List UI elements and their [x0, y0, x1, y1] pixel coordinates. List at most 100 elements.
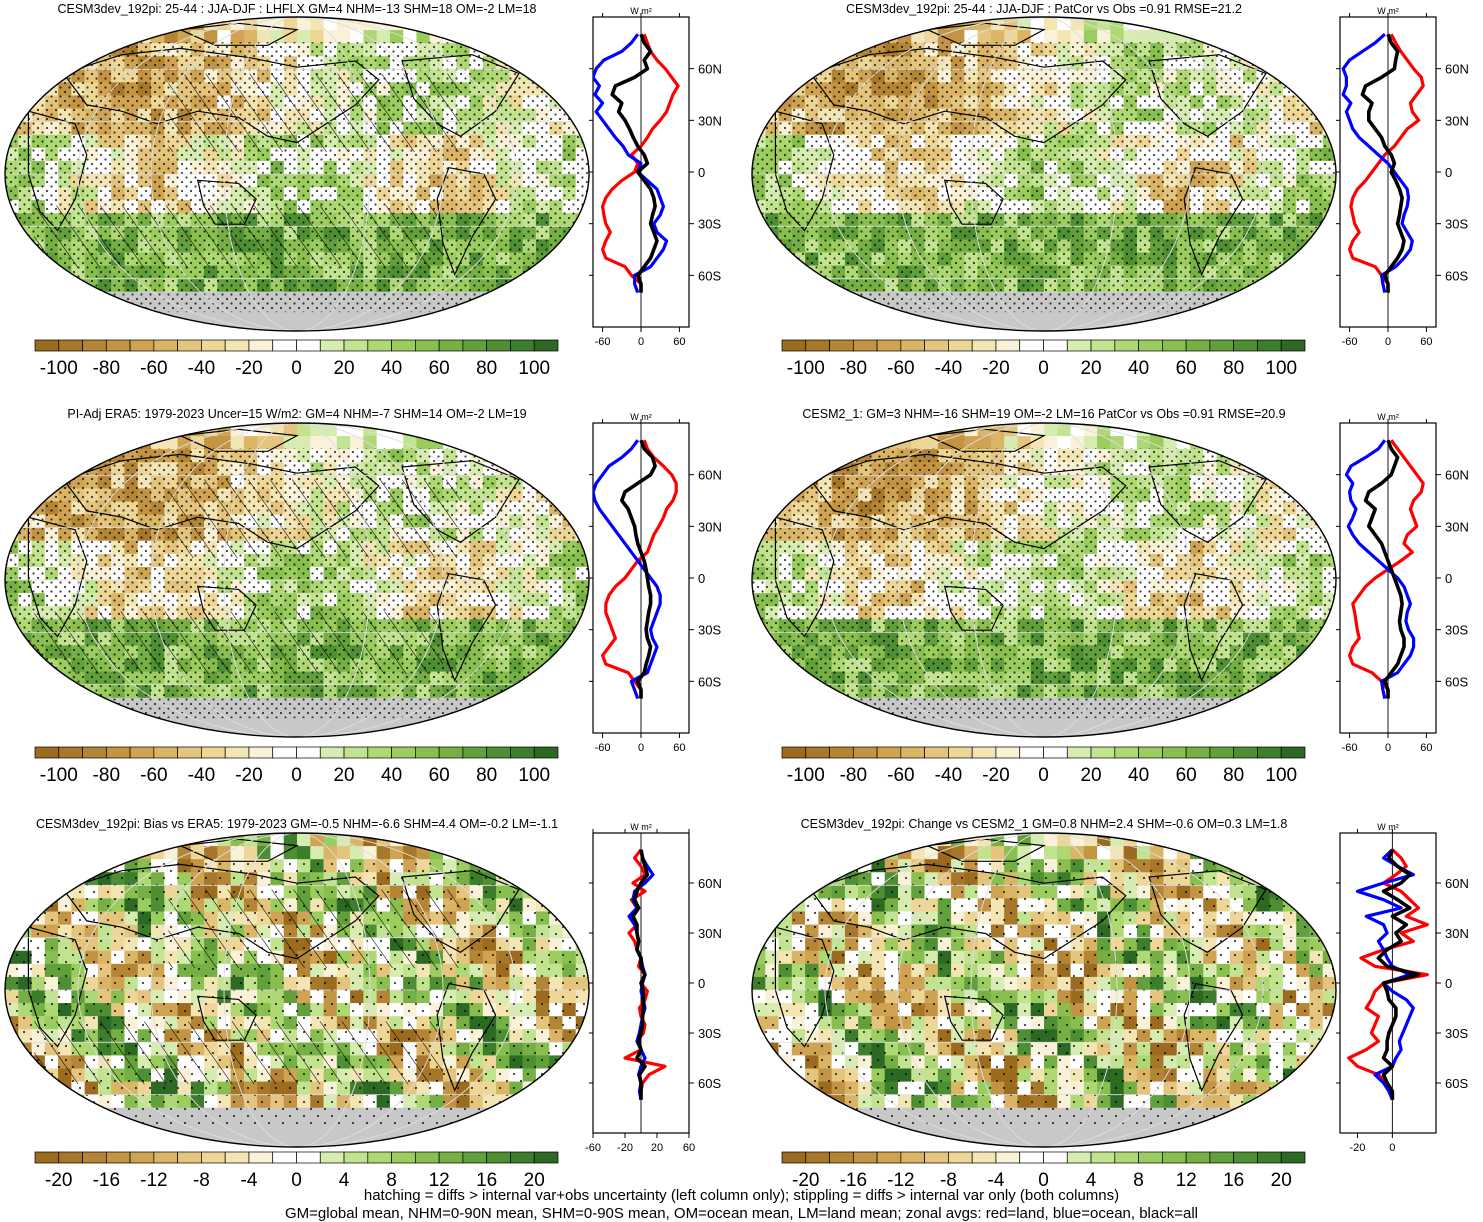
map-cell: [164, 833, 178, 847]
map-cell: [1243, 436, 1257, 450]
map-cell: [779, 462, 793, 476]
colorbar-swatch: [1091, 340, 1115, 351]
map-cell: [5, 279, 19, 293]
zonal-xtick-label: 0: [1385, 742, 1391, 754]
map-cell: [549, 423, 563, 437]
map-cell: [805, 279, 819, 293]
map-cell: [779, 82, 793, 96]
map-cell: [443, 724, 457, 738]
map-cell: [483, 846, 497, 860]
map-cell: [1243, 305, 1257, 319]
map-cell: [470, 833, 484, 847]
colorbar-swatch: [1139, 747, 1163, 758]
map-cell: [1243, 318, 1257, 332]
map-cell: [1296, 266, 1310, 280]
map-cell: [1323, 305, 1337, 319]
map-cell: [523, 17, 537, 31]
map-cell: [1217, 436, 1231, 450]
map-cell: [5, 305, 19, 319]
map-cell: [18, 30, 32, 44]
map-cell: [297, 846, 311, 860]
map-cell: [792, 56, 806, 70]
map-cell: [32, 685, 46, 699]
map-cell: [111, 30, 125, 44]
map-cell: [805, 30, 819, 44]
map-cell: [752, 659, 766, 673]
colorbar-swatch: [201, 340, 225, 351]
map-cell: [576, 502, 590, 516]
map-cell: [496, 859, 510, 873]
map-cell: [765, 56, 779, 70]
colorbar-swatch: [83, 340, 107, 351]
map-cell: [792, 724, 806, 738]
colorbar-swatch: [1044, 340, 1068, 351]
map-cell: [765, 43, 779, 57]
map-cell: [1323, 423, 1337, 437]
map-cell: [549, 846, 563, 860]
map-cell: [765, 423, 779, 437]
map-cell: [1243, 30, 1257, 44]
colorbar-swatch: [972, 340, 996, 351]
map-cell: [416, 318, 430, 332]
hatching: [169, 480, 461, 559]
map-cell: [1296, 82, 1310, 96]
map-cell: [536, 698, 550, 712]
map-cell: [752, 279, 766, 293]
panel-1: CESM3dev_192pi: 25-44 : JJA-DJF : LHFLX …: [5, 2, 722, 379]
map-cell: [1309, 685, 1323, 699]
map-cell: [1243, 449, 1257, 463]
map-cell: [509, 846, 523, 860]
map-cell: [562, 898, 576, 912]
map-cell: [18, 423, 32, 437]
map-cell: [71, 305, 85, 319]
map-cell: [1309, 318, 1323, 332]
map-cell: [549, 69, 563, 83]
map-cell: [85, 846, 99, 860]
colorbar-tick-label: -20: [982, 358, 1009, 379]
map-cell: [416, 724, 430, 738]
colorbar-swatch: [1257, 747, 1281, 758]
map-cell: [217, 30, 231, 44]
map-cell: [1309, 266, 1323, 280]
map-cell: [470, 30, 484, 44]
map-cell: [509, 449, 523, 463]
map-cell: [765, 488, 779, 502]
map-cell: [5, 711, 19, 725]
map-cell: [1323, 685, 1337, 699]
map-cell: [32, 82, 46, 96]
colorbar-swatch: [806, 340, 830, 351]
map-cell: [85, 859, 99, 873]
map-cell: [1110, 423, 1124, 437]
map-cell: [71, 30, 85, 44]
map-cell: [805, 449, 819, 463]
colorbar-tick-label: -40: [188, 765, 215, 786]
map-cell: [98, 17, 112, 31]
map-cell: [1323, 672, 1337, 686]
all-zonal-line: [1362, 34, 1404, 292]
map-cell: [1309, 423, 1323, 437]
map-cell: [1323, 711, 1337, 725]
map-cell: [805, 436, 819, 450]
map-cell: [576, 833, 590, 847]
map-cell: [111, 833, 125, 847]
map-cell: [45, 423, 59, 437]
map-cell: [1243, 43, 1257, 57]
map-cell: [549, 724, 563, 738]
map-cell: [111, 305, 125, 319]
colorbar-swatch: [1281, 747, 1305, 758]
map-cell: [1217, 711, 1231, 725]
panel-title: CESM3dev_192pi: Bias vs ERA5: 1979-2023 …: [36, 817, 558, 831]
map-cell: [5, 43, 19, 57]
colorbar-swatch: [368, 340, 392, 351]
map-cell: [1177, 423, 1191, 437]
map-cell: [576, 685, 590, 699]
map-cell: [792, 698, 806, 712]
map-cell: [765, 279, 779, 293]
map-cell: [765, 672, 779, 686]
colorbar-swatch: [201, 747, 225, 758]
map-cell: [1323, 645, 1337, 659]
map-cell: [85, 449, 99, 463]
map-cell: [1283, 279, 1297, 293]
map-cell: [32, 17, 46, 31]
